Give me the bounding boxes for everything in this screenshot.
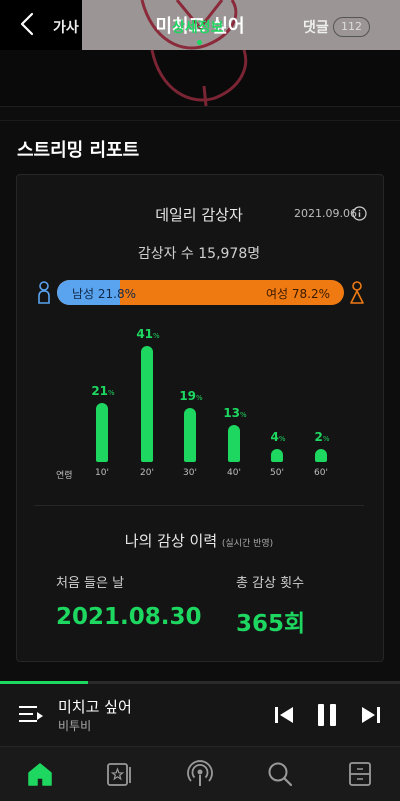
total-plays-label: 총 감상 횟수 bbox=[236, 576, 305, 591]
divider bbox=[0, 120, 400, 121]
female-ratio-label: 여성 78.2% bbox=[266, 287, 331, 301]
previous-button[interactable] bbox=[273, 704, 295, 726]
tab-details[interactable]: 상세정보 bbox=[172, 20, 224, 36]
active-tab-indicator bbox=[197, 40, 202, 45]
female-icon bbox=[349, 281, 365, 305]
age-bar bbox=[315, 449, 327, 462]
playlist-icon[interactable] bbox=[18, 703, 44, 727]
nav-search[interactable] bbox=[266, 760, 294, 788]
history-title: 나의 감상 이력 (실시간 반영) bbox=[16, 530, 382, 551]
listener-count: 감상자 수 15,978명 bbox=[137, 246, 261, 262]
home-icon bbox=[28, 763, 52, 786]
daily-listeners-title: 데일리 감상자 bbox=[155, 206, 243, 224]
divider bbox=[34, 505, 364, 506]
nav-radio[interactable] bbox=[186, 760, 214, 788]
history-title-text: 나의 감상 이력 bbox=[124, 532, 218, 550]
gender-ratio-bar bbox=[57, 280, 344, 305]
skip-next-icon bbox=[362, 707, 380, 723]
search-icon bbox=[268, 762, 293, 787]
history-subtitle: (실시간 반영) bbox=[221, 539, 274, 549]
nav-home[interactable] bbox=[26, 760, 54, 788]
age-tick-label: 50' bbox=[270, 468, 284, 478]
info-icon[interactable] bbox=[352, 206, 367, 221]
nav-library[interactable] bbox=[105, 760, 133, 788]
streaming-report-card bbox=[16, 174, 384, 662]
age-bar bbox=[96, 402, 108, 462]
age-bar-label: 4% bbox=[270, 430, 286, 444]
cover-art-strip bbox=[82, 0, 400, 50]
age-bar bbox=[184, 408, 196, 462]
page-title: 미치고 싶어 bbox=[155, 16, 245, 37]
pause-button[interactable] bbox=[315, 702, 339, 728]
age-bar-label: 19% bbox=[179, 389, 203, 404]
skip-previous-icon bbox=[275, 707, 293, 723]
tab-bar bbox=[0, 50, 400, 107]
comment-count-badge: 112 bbox=[333, 17, 370, 37]
playback-progress-fill bbox=[0, 681, 88, 684]
age-bar-label: 41% bbox=[136, 327, 160, 341]
now-playing-artist[interactable]: 비투비 bbox=[58, 719, 92, 733]
age-axis-label: 연령 bbox=[56, 471, 73, 481]
age-bar-label: 13% bbox=[223, 406, 247, 421]
age-bar bbox=[271, 449, 283, 462]
age-tick-label: 40' bbox=[227, 468, 241, 478]
storage-icon bbox=[349, 762, 371, 786]
pause-icon bbox=[318, 704, 336, 726]
tab-lyrics[interactable]: 가사 bbox=[53, 20, 79, 36]
back-button[interactable] bbox=[12, 8, 44, 40]
male-ratio-label: 남성 21.8% bbox=[72, 287, 137, 301]
male-icon bbox=[36, 281, 52, 305]
age-bar bbox=[228, 425, 240, 462]
tab-comments[interactable]: 댓글 bbox=[303, 20, 329, 36]
section-title: 스트리밍 리포트 bbox=[17, 140, 140, 161]
album-icon bbox=[107, 763, 131, 786]
age-tick-label: 20' bbox=[140, 468, 154, 478]
report-date: 2021.09.06 bbox=[294, 207, 357, 220]
age-tick-label: 60' bbox=[314, 468, 328, 478]
now-playing-title[interactable]: 미치고 싶어 bbox=[58, 698, 132, 716]
cover-art-strip bbox=[150, 50, 248, 106]
chevron-left-icon bbox=[20, 12, 34, 36]
first-listen-label: 처음 들은 날 bbox=[56, 576, 125, 591]
total-plays-value: 365회 bbox=[236, 611, 306, 637]
radio-icon bbox=[187, 760, 213, 786]
playback-progress[interactable] bbox=[0, 681, 400, 684]
age-tick-label: 10' bbox=[95, 468, 109, 478]
age-bar-label: 21% bbox=[91, 383, 115, 398]
first-listen-date: 2021.08.30 bbox=[56, 604, 202, 630]
nav-storage[interactable] bbox=[346, 760, 374, 788]
age-tick-label: 30' bbox=[183, 468, 197, 478]
next-button[interactable] bbox=[360, 704, 382, 726]
male-ratio-fill bbox=[57, 280, 120, 305]
age-bar bbox=[141, 346, 153, 462]
age-bar-label: 2% bbox=[314, 430, 330, 444]
